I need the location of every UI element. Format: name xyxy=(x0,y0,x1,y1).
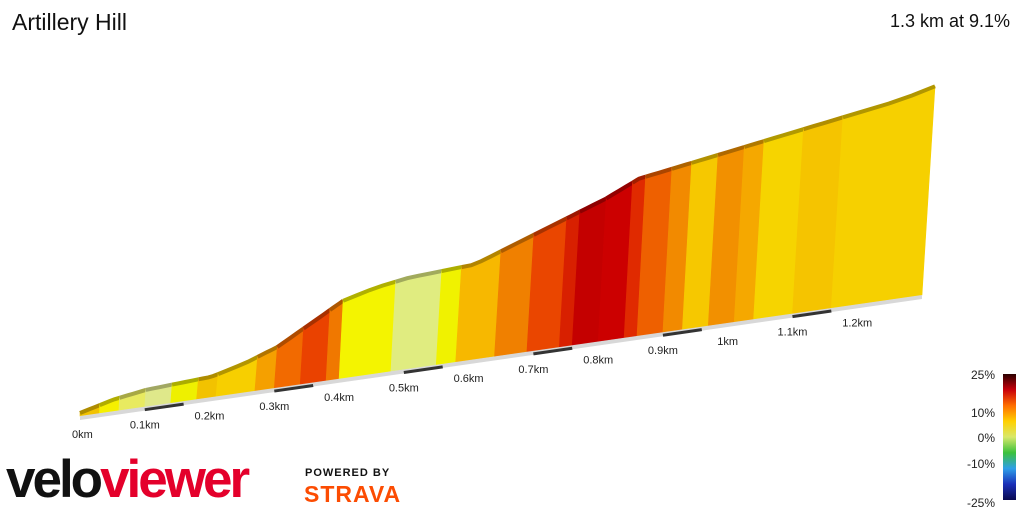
tick-label-7: 0.7km xyxy=(518,364,548,376)
tick-label-5: 0.5km xyxy=(389,383,419,395)
profile-rim-1 xyxy=(98,395,121,407)
profile-rim-24 xyxy=(717,145,745,157)
legend-label-10: 10% xyxy=(970,406,995,420)
tick-label-8: 0.8km xyxy=(583,355,613,367)
profile-segment-11 xyxy=(338,281,397,380)
profile-rim-27 xyxy=(802,115,844,132)
profile-rim-22 xyxy=(671,160,693,171)
powered-by-text: POWERED BY xyxy=(305,467,391,479)
profile-rim-19 xyxy=(605,180,634,201)
profile-rim-2 xyxy=(118,387,147,400)
profile-rim-28 xyxy=(842,84,936,120)
tick-label-2: 0.2km xyxy=(195,410,225,422)
base-band-7 xyxy=(533,346,573,356)
profile-rim-16 xyxy=(532,216,568,237)
tick-label-11: 1.1km xyxy=(778,327,808,339)
profile-segment-6 xyxy=(215,356,258,397)
veloviewer-logo: veloviewer xyxy=(6,450,250,509)
gradient-legend-bar xyxy=(1003,374,1016,500)
profile-segment-12 xyxy=(390,270,443,372)
profile-rim-18 xyxy=(578,196,608,214)
distance-ticks: 0km 0.1km 0.2km 0.3km 0.4km 0.5km 0.6km 0.7km 0.… xyxy=(72,317,872,441)
legend-label-25: 25% xyxy=(970,368,995,382)
profile-rim-12 xyxy=(395,269,443,284)
profile-rim-15 xyxy=(500,233,535,254)
profile-rim-8 xyxy=(276,326,305,349)
profile-rim-23 xyxy=(691,152,719,165)
profile-rim-6 xyxy=(217,355,259,376)
segment-summary: 1.3 km at 9.1% xyxy=(889,11,1010,31)
legend-label-0: 0% xyxy=(977,431,995,445)
base-band-5 xyxy=(403,365,443,374)
profile-rim-3 xyxy=(145,382,173,392)
base-band-1 xyxy=(144,402,184,412)
profile-rim-0 xyxy=(79,403,101,415)
tick-label-4: 0.4km xyxy=(324,392,354,404)
tick-label-1: 0.1km xyxy=(130,420,160,432)
profile-rim-13 xyxy=(441,265,462,274)
tick-label-6: 0.6km xyxy=(454,373,484,385)
legend-label-minus-10: -10% xyxy=(966,457,995,471)
profile-rim-14 xyxy=(461,249,502,270)
base-band-11 xyxy=(792,309,832,319)
profile-rim-5 xyxy=(198,372,219,382)
profile-rim-11 xyxy=(342,279,397,303)
base-band-3 xyxy=(274,384,314,393)
base-band-9 xyxy=(662,328,702,337)
tick-label-3: 0.3km xyxy=(259,401,289,413)
profile-rim-26 xyxy=(763,127,805,144)
profile-rim-17 xyxy=(565,209,581,221)
profile-rim-10 xyxy=(328,299,345,312)
tick-label-12: 1.2km xyxy=(842,317,872,329)
profile-rim-7 xyxy=(256,345,279,359)
segment-title: Artillery Hill xyxy=(12,9,127,35)
profile-rim-4 xyxy=(171,377,199,387)
profile-base xyxy=(80,295,922,420)
tick-label-9: 0.9km xyxy=(648,345,678,357)
legend-label-minus-25: -25% xyxy=(966,496,995,510)
profile-rim-9 xyxy=(302,308,332,331)
profile-segments xyxy=(79,84,936,417)
profile-rim-21 xyxy=(645,166,673,179)
tick-label-10: 1km xyxy=(717,336,738,348)
profile-rim-20 xyxy=(631,174,647,185)
profile-segment-28 xyxy=(830,85,936,309)
tick-label-0: 0km xyxy=(72,429,93,441)
profile-rim-25 xyxy=(743,139,765,149)
strava-logo: STRAVA xyxy=(304,481,402,507)
